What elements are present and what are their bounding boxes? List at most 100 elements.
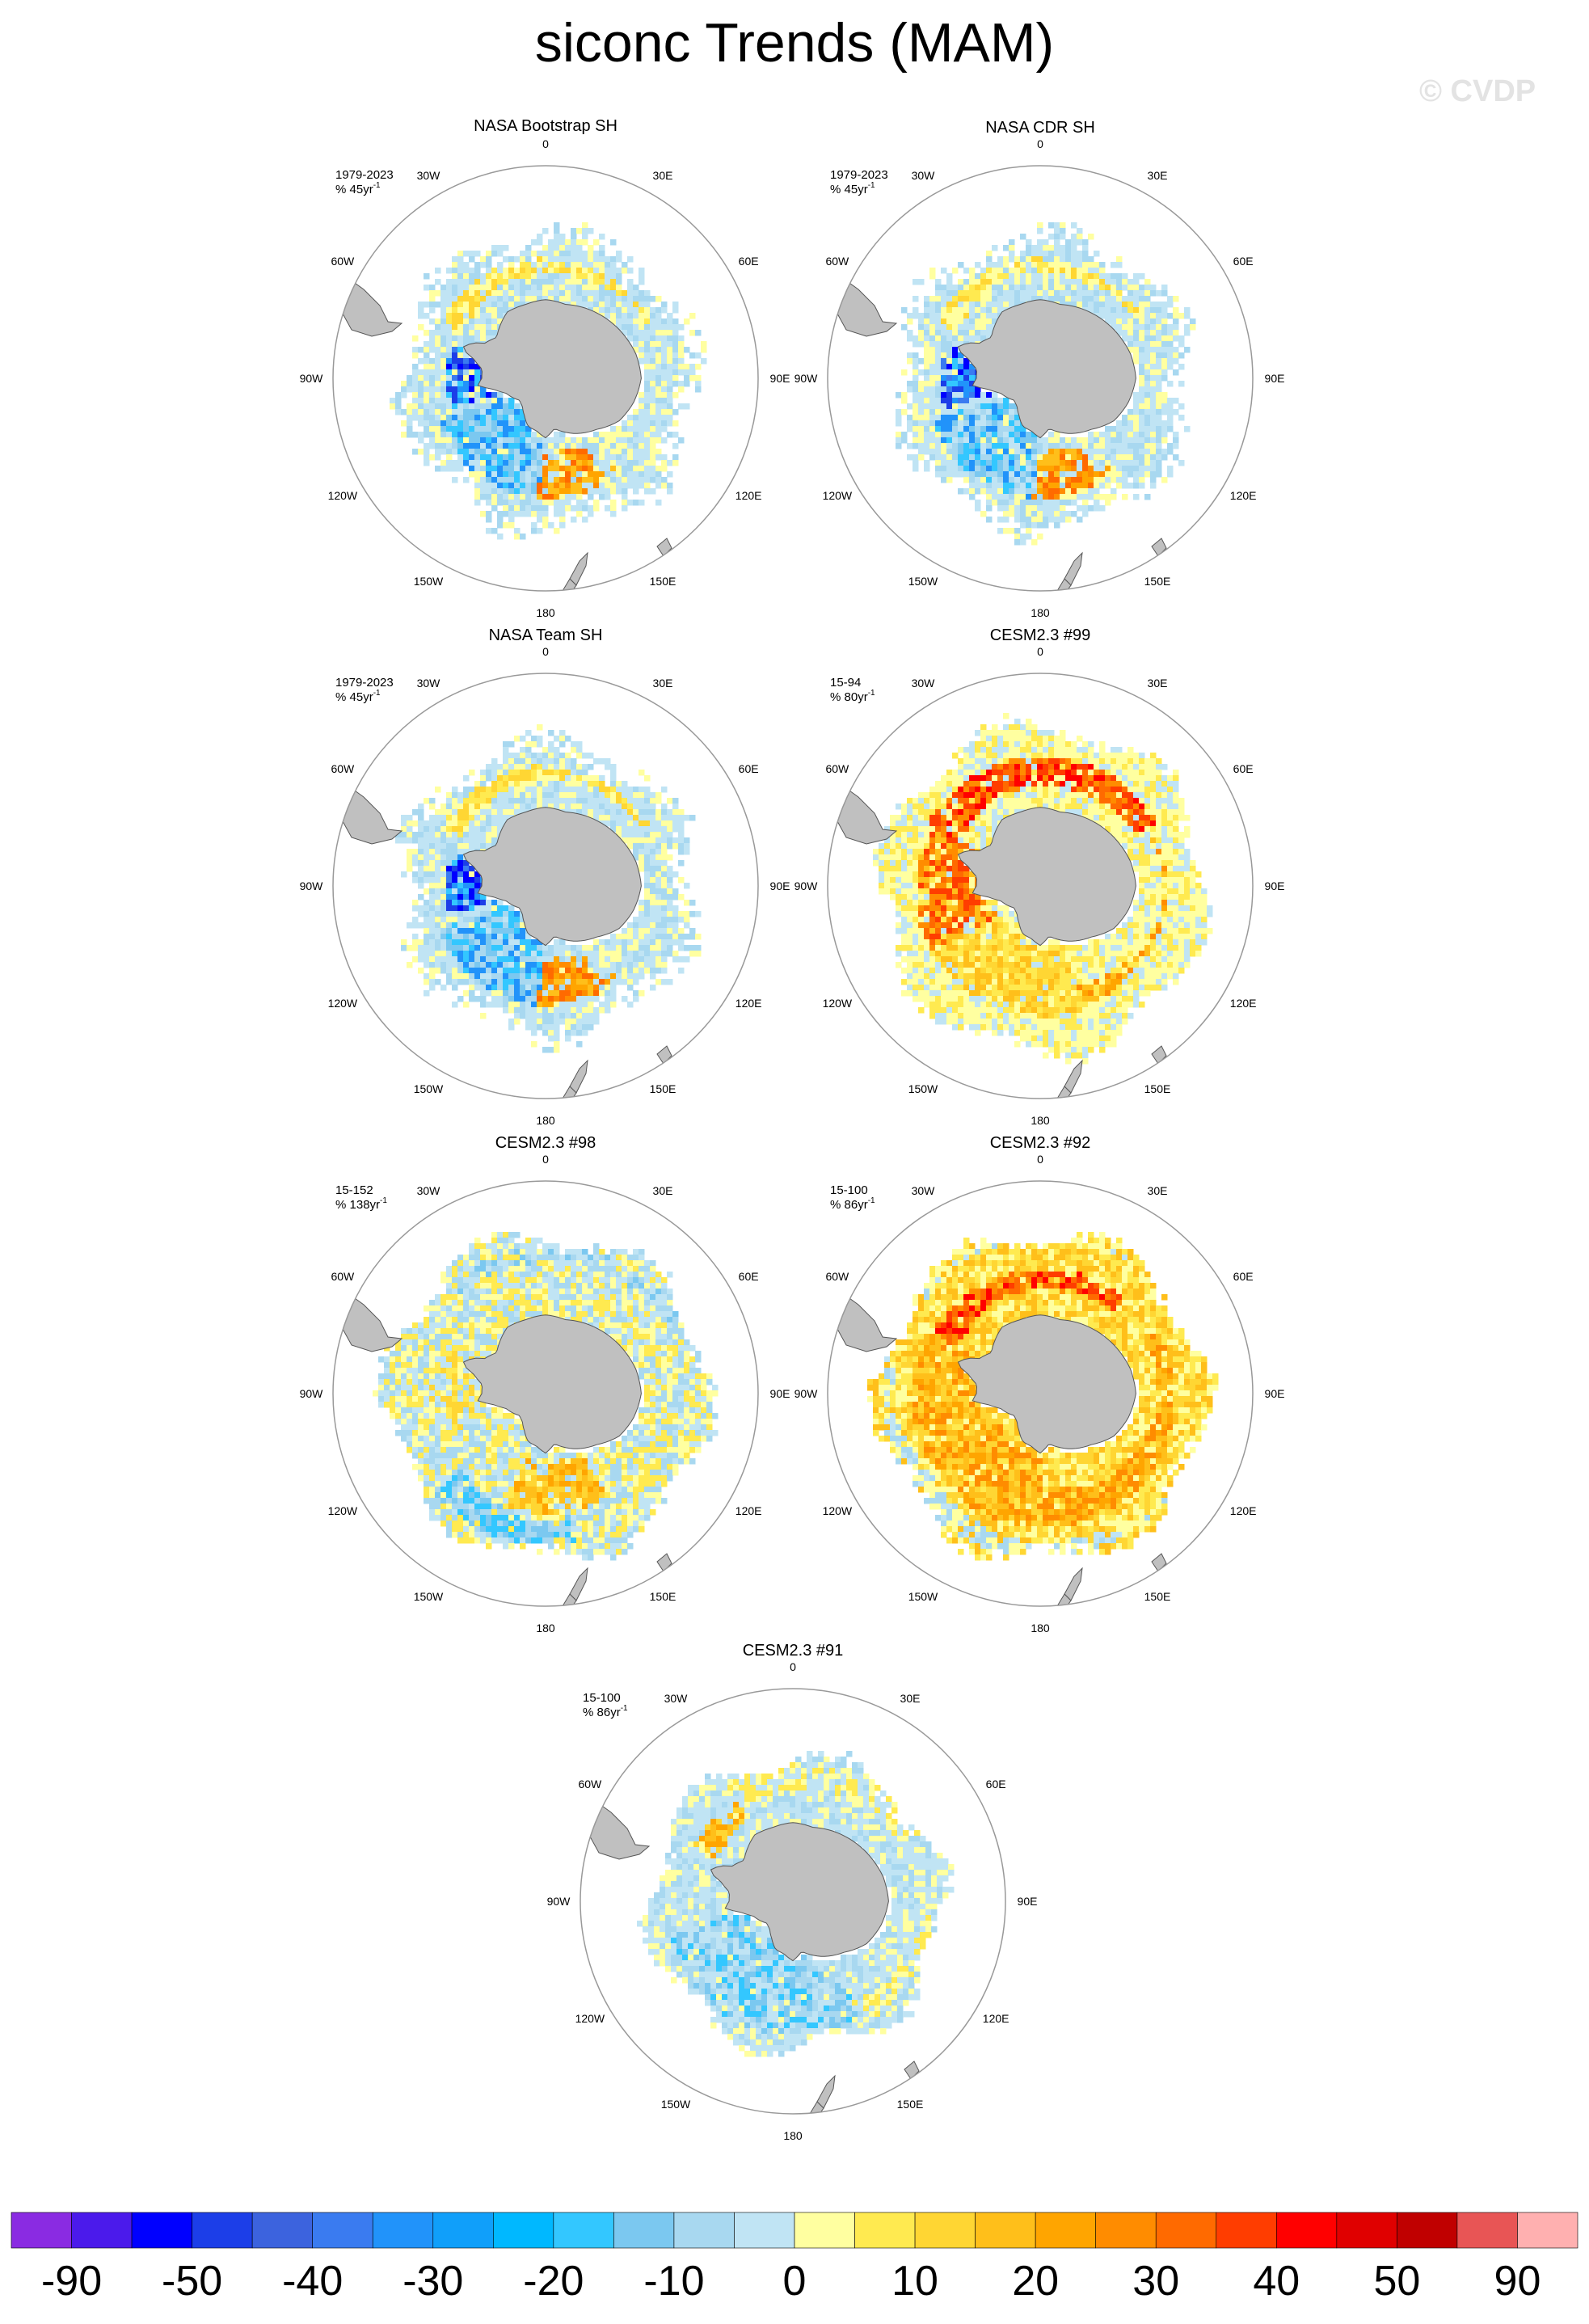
longitude-label: 90W: [547, 1895, 571, 1908]
longitude-label: 150E: [1144, 1590, 1171, 1603]
colorbar-label: 10: [891, 2258, 938, 2305]
longitude-label: 60W: [331, 1270, 355, 1283]
colorbar-swatch: [975, 2212, 1036, 2249]
colorbar-swatch: [1035, 2212, 1096, 2249]
longitude-label: 60E: [1233, 255, 1254, 268]
longitude-label: 60E: [986, 1778, 1006, 1790]
panel-title: NASA Team SH: [489, 626, 603, 644]
colorbar-swatch: [1397, 2212, 1458, 2249]
colorbar: -90 -50 -40 -30 -20 -10 0 10 20 30 40 50 90: [11, 2212, 1578, 2305]
map-border: [332, 165, 759, 592]
longitude-label: 30E: [653, 169, 673, 182]
longitude-label: 60E: [739, 1270, 759, 1283]
longitude-label: 150W: [414, 575, 444, 588]
longitude-label: 90E: [1265, 1387, 1285, 1400]
longitude-label: 150W: [661, 2098, 691, 2111]
longitude-label: 120E: [735, 1504, 762, 1517]
south-america-land: [333, 1289, 403, 1352]
map-border: [580, 1688, 1006, 2115]
panel-title: CESM2.3 #99: [990, 626, 1091, 644]
panel-title: NASA Bootstrap SH: [474, 117, 617, 135]
south-america-land: [828, 782, 898, 845]
longitude-label: 30E: [1148, 677, 1168, 690]
map-panel: CESM2.3 #91 15-100% 86yr-1 0 30E 60E 90E 120E 1…: [547, 1642, 1038, 2142]
panel-period: 1979-2023: [335, 676, 394, 690]
panel-units: % 45yr-1: [830, 181, 875, 196]
colorbar-swatch: [192, 2212, 253, 2249]
map-panel: CESM2.3 #99 15-94% 80yr-1 0 30E 60E 90E 120E 15…: [794, 626, 1285, 1127]
longitude-label: 60E: [1233, 1270, 1254, 1283]
panel-units: % 45yr-1: [335, 689, 381, 704]
longitude-label: 150W: [908, 575, 938, 588]
colorbar-label: 0: [783, 2258, 807, 2305]
trend-field: [333, 222, 707, 591]
longitude-label: 90W: [300, 879, 324, 892]
south-america-land: [828, 1289, 898, 1352]
panel-units-exponent: -1: [373, 689, 381, 698]
map-panel: CESM2.3 #98 15-152% 138yr-1 0 30E 60E 90E 120E…: [300, 1134, 790, 1634]
longitude-label: 90E: [1265, 372, 1285, 385]
antarctica-land: [957, 299, 1136, 439]
map-panel: NASA CDR SH 1979-2023% 45yr-1 0 30E 60E 90E 12…: [794, 119, 1285, 619]
colorbar-swatch: [312, 2212, 373, 2249]
longitude-label: 60W: [825, 255, 849, 268]
longitude-label: 30E: [1148, 169, 1168, 182]
longitude-label: 90E: [770, 372, 790, 385]
panel-period: 1979-2023: [335, 168, 394, 182]
colorbar-swatch: [854, 2212, 916, 2249]
longitude-label: 120E: [1230, 489, 1257, 502]
panel-units: % 45yr-1: [335, 181, 381, 196]
panel-units-exponent: -1: [621, 1704, 628, 1713]
trend-field: [580, 1751, 955, 2114]
longitude-label: 180: [1031, 606, 1050, 619]
panel-units-exponent: -1: [373, 181, 381, 190]
colorbar-label: -30: [403, 2258, 463, 2305]
antarctica-land: [462, 807, 642, 947]
longitude-label: 150W: [908, 1082, 938, 1095]
colorbar-swatch: [1336, 2212, 1397, 2249]
tasmania-land: [1151, 1553, 1167, 1572]
map-border: [332, 673, 759, 1099]
map-border: [827, 165, 1254, 592]
longitude-label: 120E: [735, 997, 762, 1010]
longitude-label: 120W: [823, 1504, 853, 1517]
longitude-label: 90W: [794, 1387, 819, 1400]
longitude-label: 180: [536, 1114, 555, 1127]
colorbar-label: -10: [643, 2258, 704, 2305]
panel-period: 15-100: [583, 1691, 621, 1705]
colorbar-swatch: [1517, 2212, 1578, 2249]
antarctica-land: [710, 1822, 889, 1962]
longitude-label: 60E: [1233, 762, 1254, 775]
longitude-label: 150E: [650, 1082, 676, 1095]
longitude-label: 0: [1037, 137, 1043, 150]
panel-units-exponent: -1: [380, 1196, 387, 1205]
longitude-label: 180: [536, 1622, 555, 1634]
longitude-label: 180: [1031, 1622, 1050, 1634]
tasmania-land: [656, 1553, 672, 1572]
trend-field: [828, 1232, 1219, 1606]
colorbar-swatch: [794, 2212, 855, 2249]
colorbar-label: -40: [282, 2258, 343, 2305]
colorbar-label: 90: [1494, 2258, 1541, 2305]
longitude-label: 30W: [417, 677, 441, 690]
panel-units-exponent: -1: [868, 689, 875, 698]
panel-period: 15-152: [335, 1183, 373, 1197]
longitude-label: 180: [1031, 1114, 1050, 1127]
south-america-land: [828, 274, 898, 337]
longitude-label: 180: [783, 2129, 803, 2142]
longitude-label: 120W: [328, 1504, 358, 1517]
longitude-label: 90E: [1265, 879, 1285, 892]
longitude-label: 60W: [825, 762, 849, 775]
longitude-label: 90E: [770, 1387, 790, 1400]
longitude-label: 60W: [825, 1270, 849, 1283]
antarctica-land: [462, 1314, 642, 1454]
longitude-label: 150W: [414, 1082, 444, 1095]
longitude-label: 150E: [1144, 1082, 1171, 1095]
colorbar-swatch: [673, 2212, 735, 2249]
colorbar-swatch: [493, 2212, 554, 2249]
longitude-label: 180: [536, 606, 555, 619]
longitude-label: 120E: [735, 489, 762, 502]
tasmania-land: [656, 538, 672, 557]
trend-field: [828, 222, 1196, 591]
longitude-label: 90W: [300, 1387, 324, 1400]
